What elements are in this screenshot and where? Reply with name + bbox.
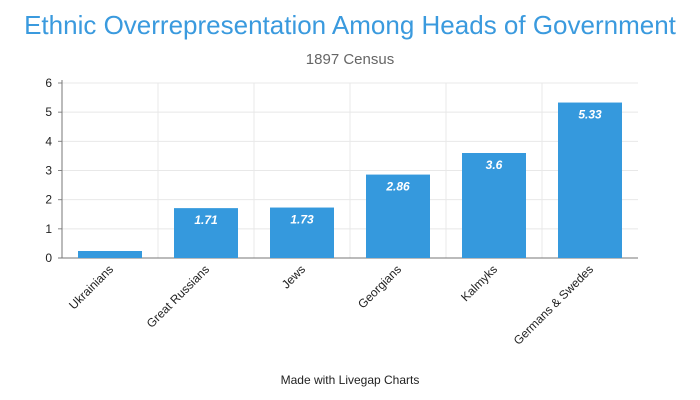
category-label: Germans & Swedes bbox=[511, 262, 596, 347]
chart-title: Ethnic Overrepresentation Among Heads of… bbox=[24, 10, 676, 40]
y-tick-label: 0 bbox=[45, 251, 52, 265]
y-tick-label: 5 bbox=[45, 105, 52, 119]
bar bbox=[78, 251, 142, 258]
bar bbox=[366, 174, 430, 258]
bars bbox=[78, 102, 622, 259]
data-label: 1.73 bbox=[290, 213, 314, 227]
data-label: 1.71 bbox=[194, 213, 218, 227]
bar bbox=[270, 207, 334, 258]
data-label: 5.33 bbox=[578, 108, 602, 122]
category-label: Ukrainians bbox=[66, 262, 116, 312]
category-label: Great Russians bbox=[144, 262, 212, 330]
data-label: 0.24 bbox=[98, 256, 122, 270]
category-label: Jews bbox=[279, 262, 308, 291]
y-tick-label: 2 bbox=[45, 193, 52, 207]
grid-lines bbox=[62, 82, 638, 258]
data-label: 2.86 bbox=[385, 180, 410, 194]
category-label: Georgians bbox=[355, 262, 404, 311]
data-label: 3.6 bbox=[486, 158, 503, 172]
axes bbox=[58, 80, 638, 259]
y-tick-label: 6 bbox=[45, 76, 52, 90]
bar bbox=[174, 208, 238, 258]
chart-subtitle: 1897 Census bbox=[305, 51, 395, 68]
bar bbox=[462, 153, 526, 258]
y-tick-label: 3 bbox=[45, 164, 52, 178]
y-tick-label: 4 bbox=[45, 134, 52, 148]
y-tick-label: 1 bbox=[45, 222, 52, 236]
category-label: Kalmyks bbox=[458, 262, 500, 304]
credit-text: Made with Livegap Charts bbox=[280, 373, 420, 387]
bar bbox=[558, 102, 622, 259]
